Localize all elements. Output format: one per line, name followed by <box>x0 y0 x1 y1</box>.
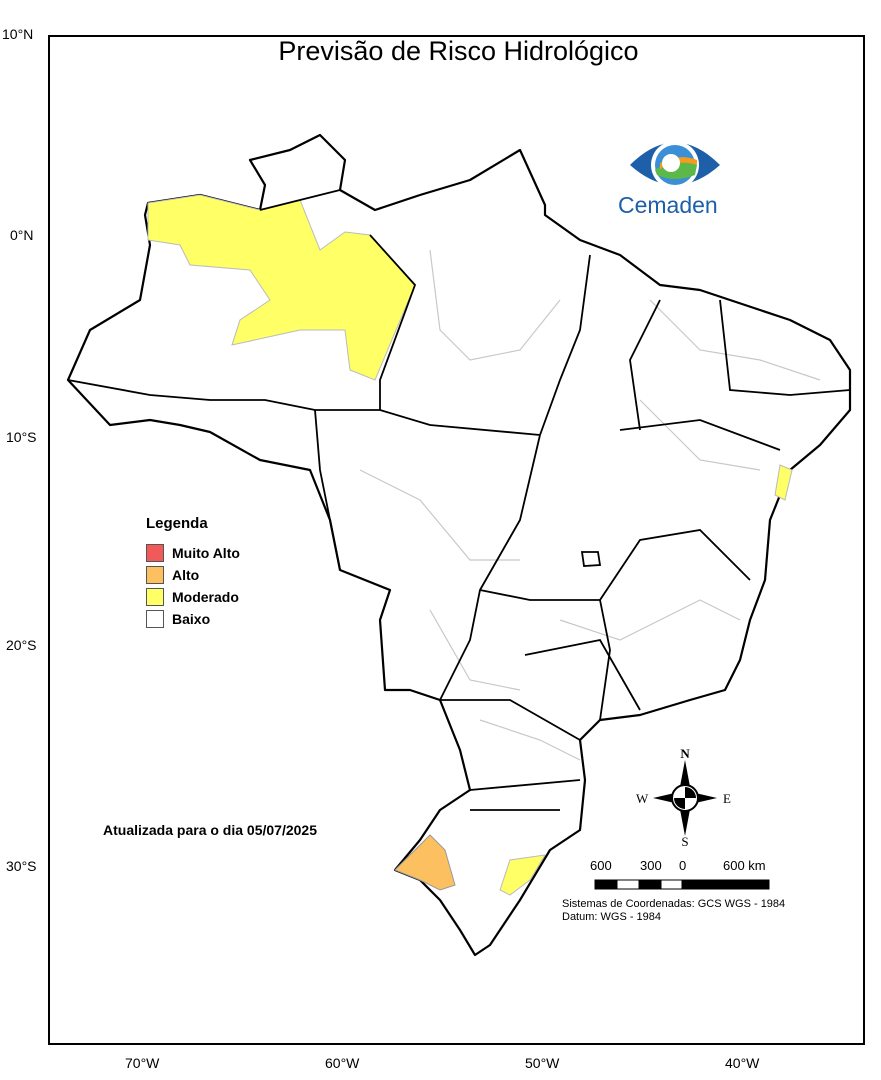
risk-area-amazonas <box>147 194 416 381</box>
scale-label: 600 <box>590 858 612 873</box>
lat-tick: 30°S <box>6 858 37 874</box>
legend-item: Moderado <box>140 586 240 608</box>
lat-tick: 20°S <box>6 637 37 653</box>
compass-rose: N S E W <box>636 746 731 849</box>
compass-w: W <box>636 791 649 806</box>
lon-tick: 70°W <box>125 1055 160 1071</box>
scale-label: 0 <box>679 858 687 873</box>
legend-label: Alto <box>172 567 200 583</box>
legend-item: Alto <box>140 564 240 586</box>
legend-item: Muito Alto <box>140 542 240 564</box>
risk-area-rs-west <box>394 834 456 891</box>
legend-swatch <box>146 544 164 562</box>
legend-label: Moderado <box>172 589 239 605</box>
municipal-boundaries <box>359 249 821 761</box>
scale-bar <box>594 879 770 890</box>
scale-label: 300 <box>640 858 662 873</box>
coordinate-info: Sistemas de Coordenadas: GCS WGS - 1984 … <box>562 898 785 924</box>
risk-area-rs-east <box>499 854 546 896</box>
legend-swatch <box>146 588 164 606</box>
map-title: Previsão de Risco Hidrológico <box>278 36 639 66</box>
legend-swatch <box>146 566 164 584</box>
scale-label: 600 km <box>723 858 766 873</box>
cemaden-logo-text: Cemaden <box>618 192 718 218</box>
state-boundaries <box>67 189 851 811</box>
lon-tick: 40°W <box>725 1055 760 1071</box>
compass-s: S <box>681 834 688 849</box>
cemaden-logo-icon <box>630 141 720 189</box>
lat-tick: 10°N <box>2 26 34 42</box>
legend: Legenda Muito Alto Alto Moderado Baixo <box>140 515 240 630</box>
updated-date: Atualizada para o dia 05/07/2025 <box>103 822 317 838</box>
datum: Datum: WGS - 1984 <box>562 911 662 923</box>
compass-e: E <box>723 791 731 806</box>
brazil-outline <box>66 133 852 957</box>
legend-title: Legenda <box>146 515 208 532</box>
compass-n: N <box>680 746 690 761</box>
lon-tick: 60°W <box>325 1055 360 1071</box>
lat-tick: 0°N <box>10 227 34 243</box>
map-frame <box>48 35 865 1045</box>
legend-item: Baixo <box>140 608 240 630</box>
coordinate-system: Sistemas de Coordenadas: GCS WGS - 1984 <box>562 898 786 910</box>
legend-label: Muito Alto <box>172 545 240 561</box>
lon-tick: 50°W <box>525 1055 560 1071</box>
legend-swatch <box>146 610 164 628</box>
lat-tick: 10°S <box>6 429 37 445</box>
legend-label: Baixo <box>172 611 211 627</box>
risk-area-bahia <box>774 464 793 501</box>
